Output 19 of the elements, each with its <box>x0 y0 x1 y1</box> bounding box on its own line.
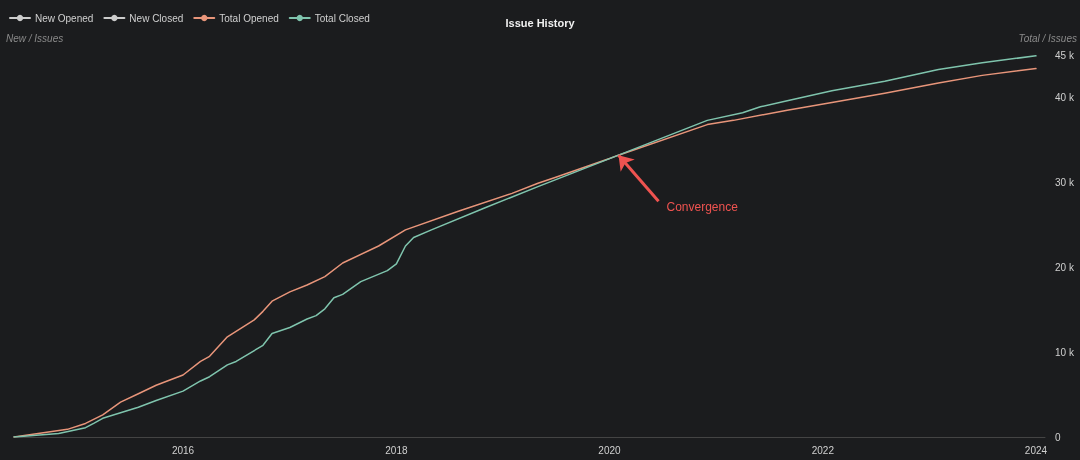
legend-label: New Opened <box>35 12 94 24</box>
y-tick-label: 20 k <box>1055 261 1075 273</box>
y-tick-label: 45 k <box>1055 49 1075 61</box>
y-tick-label: 30 k <box>1055 176 1075 188</box>
y2-axis-title: New / Issues <box>6 32 64 44</box>
y-axis-title: Total / Issues <box>1018 32 1077 44</box>
x-tick-label: 2022 <box>811 444 835 456</box>
chart-title: Issue History <box>505 16 576 29</box>
annotation: Convergence <box>666 200 739 215</box>
legend-label: New Closed <box>129 12 184 24</box>
x-tick-label: 2018 <box>385 444 408 456</box>
legend-label: Total Opened <box>219 12 279 24</box>
y-tick-label: 10 k <box>1055 346 1075 358</box>
y-tick-label: 0 <box>1055 431 1061 443</box>
y-tick-label: 40 k <box>1055 91 1075 103</box>
x-tick-label: 2024 <box>1024 444 1048 456</box>
legend-label: Total Closed <box>314 12 370 24</box>
x-tick-label: 2016 <box>171 444 195 456</box>
x-tick-label: 2020 <box>598 444 622 456</box>
